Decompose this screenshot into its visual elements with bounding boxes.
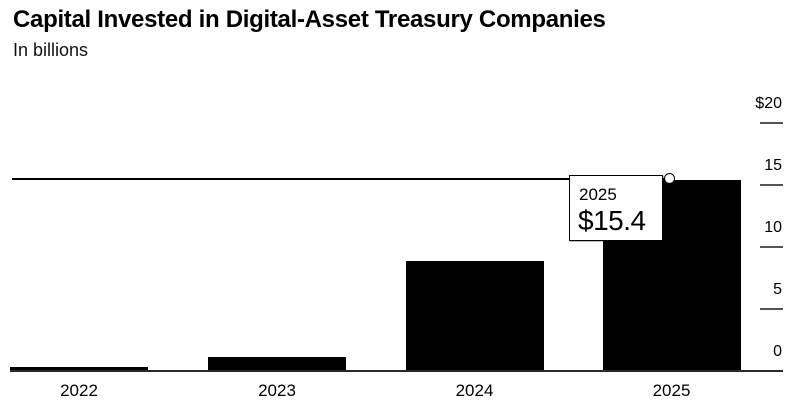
x-axis-baseline (10, 370, 783, 372)
y-axis-tick-20 (760, 122, 783, 124)
chart-title: Capital Invested in Digital-Asset Treasu… (13, 6, 606, 33)
reference-line (12, 178, 670, 180)
chart-subtitle: In billions (13, 40, 89, 60)
y-axis-tick-5 (760, 308, 783, 310)
y-axis-label-10: 10 (764, 219, 782, 236)
bar-2022[interactable] (10, 367, 148, 371)
tooltip-value-label: $15.4 (578, 205, 646, 236)
y-axis-label-15: 15 (764, 157, 782, 174)
x-axis-label-2022: 2022 (60, 381, 98, 400)
x-axis-label-2023: 2023 (258, 381, 296, 400)
y-axis-label-5: 5 (773, 281, 782, 298)
x-axis-label-2024: 2024 (455, 381, 494, 400)
y-axis-tick-10 (760, 246, 783, 248)
y-axis-tick-15 (760, 184, 783, 186)
data-point-marker[interactable] (664, 173, 675, 184)
y-axis-label-0: 0 (773, 343, 782, 360)
tooltip-year-label: 2025 (579, 185, 617, 204)
tooltip: 2025 $15.4 (569, 175, 663, 241)
bar-2024[interactable] (405, 261, 544, 371)
bar-2023[interactable] (208, 357, 346, 371)
y-axis-label-20: $20 (755, 95, 782, 112)
x-axis-label-2025: 2025 (652, 381, 691, 400)
